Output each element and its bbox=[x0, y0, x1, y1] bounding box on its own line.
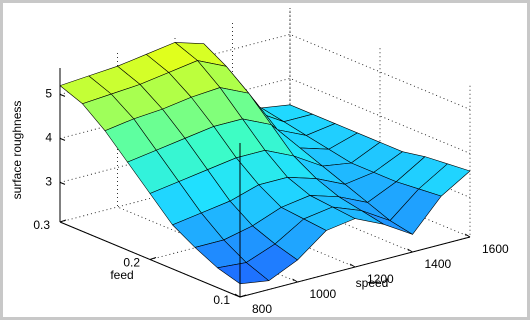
z-tick bbox=[59, 93, 66, 97]
surface bbox=[59, 42, 471, 285]
z-tick-label: 4 bbox=[45, 131, 52, 145]
grid-line bbox=[232, 23, 413, 253]
y-tick bbox=[239, 294, 247, 298]
x-tick-label: 800 bbox=[252, 302, 272, 316]
y-tick-label: 0.1 bbox=[213, 293, 230, 307]
x-tick bbox=[292, 278, 298, 283]
x-tick bbox=[464, 233, 471, 238]
x-tick bbox=[349, 263, 356, 268]
z-axis-label: surface roughness bbox=[10, 101, 24, 200]
x-tick-label: 1400 bbox=[425, 257, 452, 271]
x-axis-label: speed bbox=[356, 276, 389, 290]
grid-line bbox=[239, 83, 471, 298]
z-tick bbox=[59, 137, 66, 141]
y-tick-label: 0.3 bbox=[33, 218, 50, 232]
surface-patch bbox=[217, 262, 270, 285]
z-tick-label: 5 bbox=[45, 87, 52, 101]
x-tick-label: 1000 bbox=[310, 287, 337, 301]
grid-line bbox=[149, 45, 381, 260]
axes: 3 4 5 0.1 0.2 0.3 800 1000 1200 1400 1600 bbox=[33, 68, 509, 316]
y-tick-label: 0.2 bbox=[123, 256, 140, 270]
y-tick bbox=[149, 257, 157, 260]
z-tick bbox=[59, 181, 66, 185]
x-tick bbox=[234, 293, 241, 298]
x-tick-label: 1600 bbox=[482, 242, 509, 256]
y-tick bbox=[59, 219, 67, 223]
grid-line bbox=[59, 8, 291, 223]
z-tick-label: 3 bbox=[45, 175, 52, 189]
x-tick bbox=[407, 248, 413, 253]
x-tick-label: 1200 bbox=[367, 272, 394, 286]
y-axis-label: feed bbox=[110, 268, 133, 282]
